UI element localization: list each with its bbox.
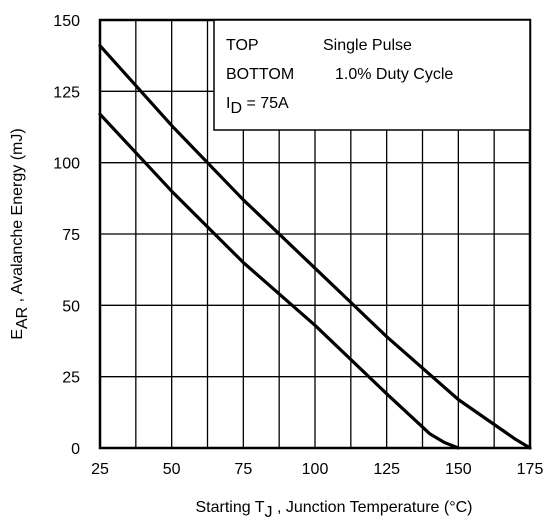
x-axis-title-rest: , Junction Temperature (°C) xyxy=(273,499,473,516)
y-tick-label: 100 xyxy=(53,156,80,173)
tick-labels: 25 50 75 100 125 150 175 0 25 50 75 100 125 150 xyxy=(53,13,543,478)
legend-bottom-label: BOTTOM xyxy=(226,66,294,83)
legend-box: TOP Single Pulse BOTTOM 1.0% Duty Cycle … xyxy=(213,19,531,131)
y-tick-label: 125 xyxy=(53,84,80,101)
x-axis-title-subscript: J xyxy=(265,504,273,521)
x-tick-label: 50 xyxy=(163,461,181,478)
x-tick-label: 100 xyxy=(302,461,329,478)
y-axis-title: EAR , Avalanche Energy (mJ) xyxy=(9,128,31,339)
y-tick-label: 50 xyxy=(62,298,80,315)
x-tick-label: 75 xyxy=(234,461,252,478)
legend-single-pulse-label: Single Pulse xyxy=(323,37,412,54)
x-axis-title: Starting TJ , Junction Temperature (°C) xyxy=(195,499,472,521)
x-tick-label: 150 xyxy=(445,461,472,478)
single-pulse-curve xyxy=(98,44,532,450)
y-axis-title-rest: , Avalanche Energy (mJ) xyxy=(9,128,26,306)
y-tick-label: 0 xyxy=(71,441,80,458)
legend-current-symbol: I xyxy=(226,95,230,112)
legend-current-value: = 75A xyxy=(242,95,289,112)
y-tick-label: 75 xyxy=(62,227,80,244)
legend-drain-current: ID = 75A xyxy=(226,95,289,117)
x-tick-label: 175 xyxy=(517,461,544,478)
x-tick-label: 25 xyxy=(91,461,109,478)
x-tick-label: 125 xyxy=(373,461,400,478)
data-series xyxy=(98,44,532,450)
legend-current-subscript: D xyxy=(230,100,242,117)
duty-cycle-curve xyxy=(98,112,460,450)
x-axis-title-main: Starting T xyxy=(195,499,264,516)
y-axis-title-main: E xyxy=(9,329,26,340)
legend-top-label: TOP xyxy=(226,37,259,54)
legend-duty-cycle-label: 1.0% Duty Cycle xyxy=(335,66,453,83)
y-tick-label: 25 xyxy=(62,370,80,387)
y-axis-title-subscript: AR xyxy=(14,307,31,329)
y-tick-label: 150 xyxy=(53,13,80,30)
